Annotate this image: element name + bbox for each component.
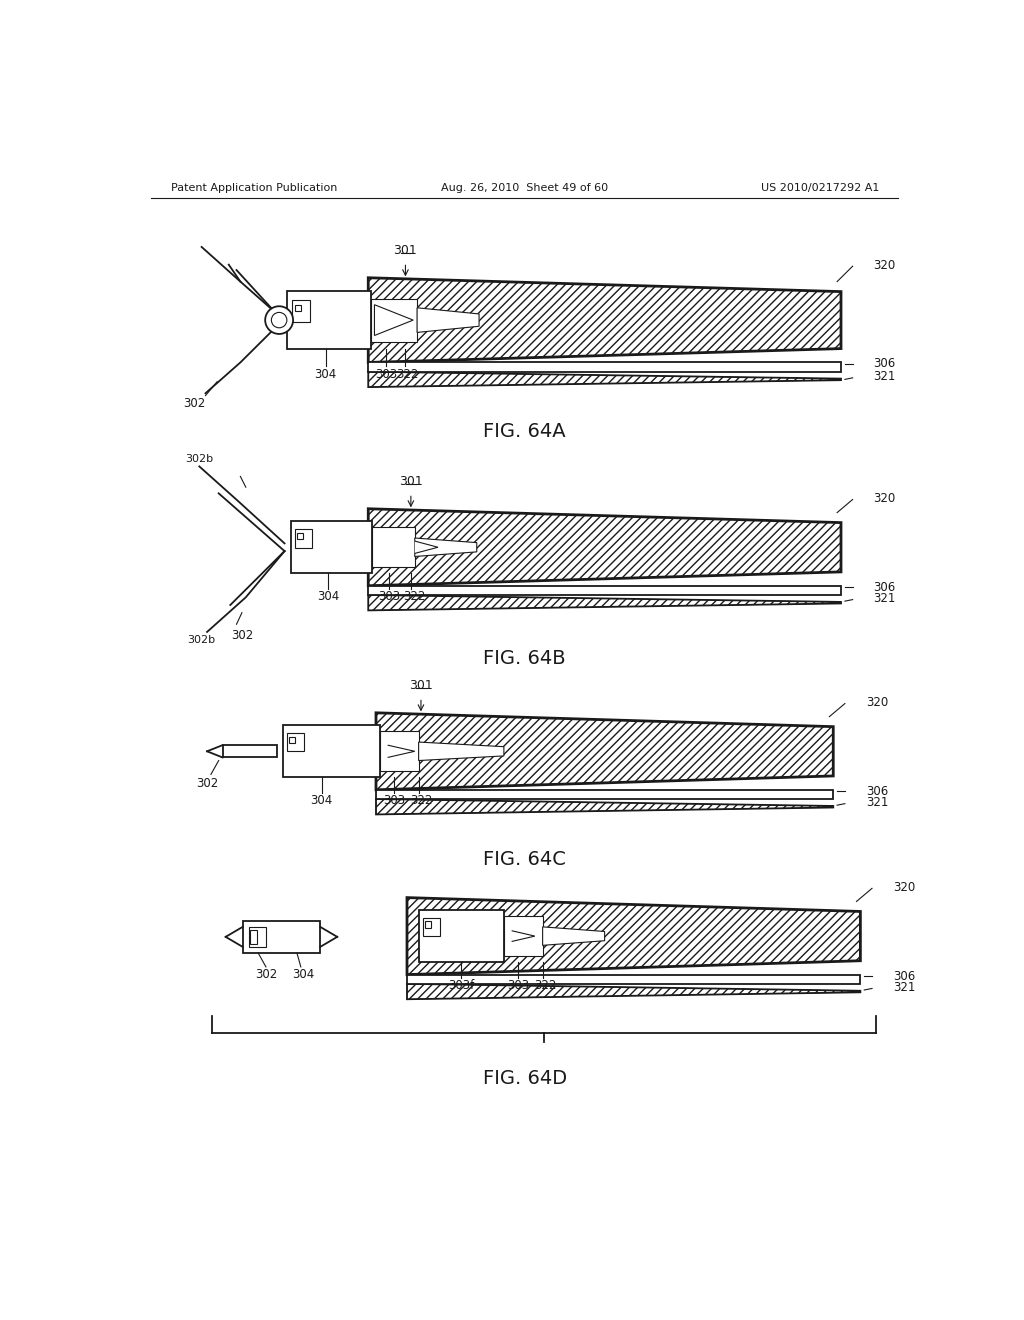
Polygon shape <box>375 305 414 335</box>
Polygon shape <box>369 372 841 387</box>
Bar <box>369 586 841 595</box>
Bar <box>287 290 371 350</box>
Bar <box>504 916 543 956</box>
Text: 301: 301 <box>393 244 418 257</box>
Text: 302: 302 <box>196 777 218 791</box>
Bar <box>407 974 860 983</box>
Bar <box>291 521 372 573</box>
Text: 302b: 302b <box>185 454 213 463</box>
Text: 321: 321 <box>873 370 896 383</box>
Bar <box>251 929 257 944</box>
Text: 304: 304 <box>292 968 314 981</box>
Bar <box>369 363 841 372</box>
Polygon shape <box>369 595 841 610</box>
Text: 304: 304 <box>310 795 333 807</box>
Polygon shape <box>407 983 860 999</box>
Text: 302b: 302b <box>186 635 215 644</box>
Bar <box>289 737 295 743</box>
Text: 302: 302 <box>255 968 278 981</box>
Text: 321: 321 <box>893 981 915 994</box>
Polygon shape <box>407 898 860 974</box>
Text: 322: 322 <box>396 367 419 380</box>
Text: 306: 306 <box>893 970 915 982</box>
Bar <box>425 921 431 928</box>
Polygon shape <box>376 799 834 814</box>
Text: FIG. 64C: FIG. 64C <box>483 850 566 869</box>
Polygon shape <box>417 308 479 333</box>
Bar <box>295 305 301 312</box>
Polygon shape <box>415 539 477 557</box>
Text: 322: 322 <box>402 590 425 603</box>
Text: 302: 302 <box>182 397 205 409</box>
Text: 303: 303 <box>378 590 400 603</box>
Polygon shape <box>512 931 535 941</box>
Text: 304: 304 <box>314 367 337 380</box>
Text: FIG. 64D: FIG. 64D <box>482 1069 567 1088</box>
Text: 320: 320 <box>866 696 888 709</box>
Text: 304: 304 <box>316 590 339 603</box>
Text: US 2010/0217292 A1: US 2010/0217292 A1 <box>762 182 880 193</box>
Text: 321: 321 <box>873 593 896 606</box>
Text: 320: 320 <box>873 259 896 272</box>
Bar <box>283 725 380 777</box>
Bar <box>297 533 303 539</box>
Text: 306: 306 <box>873 581 896 594</box>
Text: FIG. 64A: FIG. 64A <box>483 422 566 441</box>
Text: 320: 320 <box>893 880 915 894</box>
Bar <box>249 927 266 946</box>
Text: 303: 303 <box>507 979 528 991</box>
Polygon shape <box>388 744 415 758</box>
Text: 306: 306 <box>866 785 888 797</box>
Text: Aug. 26, 2010  Sheet 49 of 60: Aug. 26, 2010 Sheet 49 of 60 <box>441 182 608 193</box>
Bar <box>287 733 304 751</box>
Bar <box>372 527 415 568</box>
Polygon shape <box>415 541 438 553</box>
Polygon shape <box>419 742 504 760</box>
Text: 303: 303 <box>383 795 404 807</box>
Polygon shape <box>369 508 841 586</box>
Text: 303f: 303f <box>449 979 474 991</box>
Circle shape <box>265 306 293 334</box>
Bar <box>380 731 419 771</box>
Text: 306: 306 <box>873 358 896 371</box>
Text: Patent Application Publication: Patent Application Publication <box>171 182 337 193</box>
Text: 321: 321 <box>866 796 888 809</box>
Bar <box>292 300 310 322</box>
Polygon shape <box>543 927 604 945</box>
Text: 302: 302 <box>230 630 253 643</box>
Text: 301: 301 <box>409 680 433 693</box>
Text: 322: 322 <box>411 795 433 807</box>
Bar <box>371 298 417 342</box>
Bar <box>295 529 311 548</box>
Bar <box>419 909 504 962</box>
Bar <box>423 917 439 936</box>
Polygon shape <box>376 713 834 789</box>
Text: 301: 301 <box>399 475 423 488</box>
Polygon shape <box>369 277 841 363</box>
Bar <box>243 921 321 953</box>
Text: FIG. 64B: FIG. 64B <box>483 649 566 668</box>
Circle shape <box>271 313 287 327</box>
Text: 322: 322 <box>535 979 557 991</box>
Text: 303: 303 <box>375 367 397 380</box>
Text: 320: 320 <box>873 492 896 506</box>
Bar <box>376 789 834 799</box>
Bar <box>222 744 276 758</box>
